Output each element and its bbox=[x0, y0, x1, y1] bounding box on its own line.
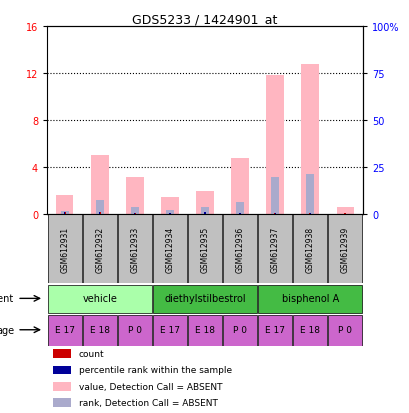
Bar bbox=[166, 210, 173, 215]
Text: GSM612934: GSM612934 bbox=[165, 226, 174, 272]
Bar bbox=[328, 315, 361, 346]
Text: percentile rank within the sample: percentile rank within the sample bbox=[79, 366, 231, 375]
Text: value, Detection Call = ABSENT: value, Detection Call = ABSENT bbox=[79, 382, 222, 391]
Title: GDS5233 / 1424901_at: GDS5233 / 1424901_at bbox=[132, 13, 277, 26]
Bar bbox=[203, 213, 206, 215]
Text: GSM612938: GSM612938 bbox=[305, 226, 314, 272]
Text: diethylstilbestrol: diethylstilbestrol bbox=[164, 294, 245, 304]
Bar bbox=[306, 175, 313, 215]
Bar bbox=[53, 349, 71, 358]
Text: E 18: E 18 bbox=[299, 325, 319, 335]
Text: P 0: P 0 bbox=[337, 325, 351, 335]
Bar bbox=[91, 156, 108, 215]
Text: agent: agent bbox=[0, 294, 14, 304]
Text: rank, Detection Call = ABSENT: rank, Detection Call = ABSENT bbox=[79, 398, 217, 407]
Text: vehicle: vehicle bbox=[82, 294, 117, 304]
Bar bbox=[200, 208, 209, 215]
Bar bbox=[83, 215, 116, 284]
Bar bbox=[64, 213, 65, 215]
Bar bbox=[308, 214, 310, 215]
Bar bbox=[266, 76, 283, 215]
Bar bbox=[238, 214, 240, 215]
Bar bbox=[153, 215, 187, 284]
Bar bbox=[134, 214, 135, 215]
Bar bbox=[133, 214, 135, 215]
Text: E 17: E 17 bbox=[54, 325, 74, 335]
Bar bbox=[258, 285, 361, 313]
Bar bbox=[188, 215, 221, 284]
Bar bbox=[48, 315, 81, 346]
Bar bbox=[336, 208, 353, 215]
Text: GSM612937: GSM612937 bbox=[270, 226, 279, 272]
Text: GSM612935: GSM612935 bbox=[200, 226, 209, 272]
Bar bbox=[258, 315, 291, 346]
Text: age: age bbox=[0, 325, 14, 335]
Bar bbox=[169, 214, 171, 215]
Bar bbox=[53, 398, 71, 407]
Text: bisphenol A: bisphenol A bbox=[281, 294, 338, 304]
Text: P 0: P 0 bbox=[128, 325, 142, 335]
Bar bbox=[53, 382, 71, 391]
Bar bbox=[118, 315, 151, 346]
Bar bbox=[258, 215, 291, 284]
Bar bbox=[222, 315, 256, 346]
Text: E 17: E 17 bbox=[160, 325, 180, 335]
Text: E 17: E 17 bbox=[265, 325, 285, 335]
Bar bbox=[274, 214, 275, 215]
Bar bbox=[344, 214, 346, 215]
Bar bbox=[196, 191, 213, 215]
Bar bbox=[53, 366, 71, 375]
Bar bbox=[328, 215, 361, 284]
Bar bbox=[61, 211, 68, 215]
Text: P 0: P 0 bbox=[232, 325, 247, 335]
Text: GSM612939: GSM612939 bbox=[340, 226, 349, 272]
Bar bbox=[169, 214, 170, 215]
Bar bbox=[188, 315, 221, 346]
Bar bbox=[130, 208, 139, 215]
Bar bbox=[161, 197, 178, 215]
Bar bbox=[301, 64, 318, 215]
Text: E 18: E 18 bbox=[195, 325, 214, 335]
Bar bbox=[63, 213, 65, 215]
Bar bbox=[118, 215, 151, 284]
Bar bbox=[231, 158, 248, 215]
Bar bbox=[99, 213, 101, 215]
Text: GSM612931: GSM612931 bbox=[60, 226, 69, 272]
Bar bbox=[153, 285, 256, 313]
Bar bbox=[293, 315, 326, 346]
Bar bbox=[48, 215, 81, 284]
Text: GSM612933: GSM612933 bbox=[130, 226, 139, 272]
Text: GSM612932: GSM612932 bbox=[95, 226, 104, 272]
Bar bbox=[309, 214, 310, 215]
Bar bbox=[99, 213, 100, 215]
Bar bbox=[274, 214, 276, 215]
Bar bbox=[96, 201, 103, 215]
Text: count: count bbox=[79, 349, 104, 358]
Text: GSM612936: GSM612936 bbox=[235, 226, 244, 272]
Bar bbox=[270, 177, 279, 215]
Bar bbox=[126, 177, 143, 215]
Bar bbox=[48, 285, 151, 313]
Bar bbox=[153, 315, 187, 346]
Text: E 18: E 18 bbox=[90, 325, 110, 335]
Bar bbox=[83, 315, 116, 346]
Bar bbox=[239, 214, 240, 215]
Bar bbox=[293, 215, 326, 284]
Bar bbox=[56, 196, 73, 215]
Bar bbox=[204, 213, 205, 215]
Bar bbox=[236, 203, 243, 215]
Bar bbox=[222, 215, 256, 284]
